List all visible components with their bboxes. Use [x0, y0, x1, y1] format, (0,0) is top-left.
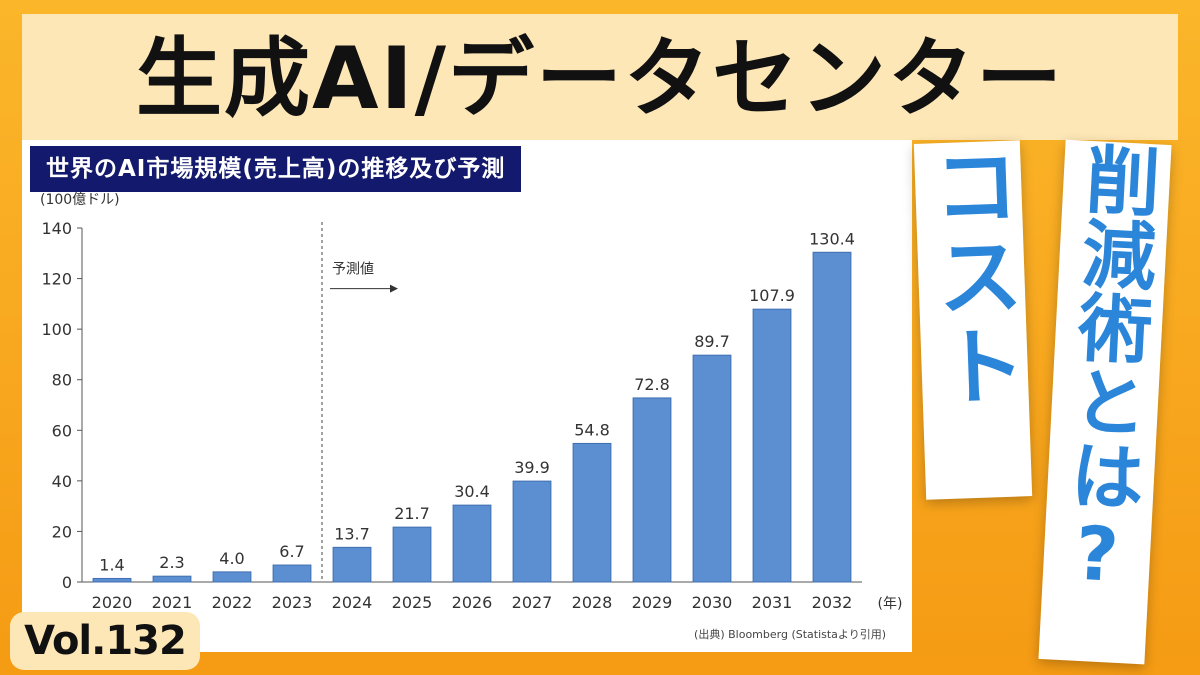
data-label-2029: 72.8: [634, 375, 670, 394]
data-label-2023: 6.7: [279, 542, 304, 561]
bar-2028: [572, 442, 612, 583]
x-tick-label: 2020: [92, 593, 133, 612]
bar-2025: [392, 526, 432, 583]
chart-panel: 0 20 40 60 80 100 120 140 (100億ドル) 予測値 1.4 2020 2.3 2…: [22, 140, 912, 652]
data-label-2030: 89.7: [694, 332, 730, 351]
y-tick-label: 100: [41, 320, 72, 339]
x-axis-unit-label: (年): [878, 596, 903, 612]
y-tick-label: 40: [52, 472, 72, 491]
y-tick-label: 80: [52, 371, 72, 390]
x-tick-label: 2022: [212, 593, 253, 612]
bar-2032: [812, 251, 852, 583]
y-tick-label: 20: [52, 522, 72, 541]
x-tick-label: 2027: [512, 593, 553, 612]
x-tick-label: 2031: [752, 593, 793, 612]
bar-2024: [332, 546, 372, 583]
x-tick-label: 2021: [152, 593, 193, 612]
bar-chart: 0 20 40 60 80 100 120 140 (100億ドル) 予測値 1.4 2020 2.3 2…: [40, 192, 903, 612]
forecast-annotation: 予測値: [332, 262, 374, 278]
data-label-2025: 21.7: [394, 504, 430, 523]
source-note: (出典) Bloomberg (Statistaより引用): [694, 628, 886, 641]
x-tick-label: 2028: [572, 593, 613, 612]
main-title: 生成AI/データセンター: [136, 29, 1064, 129]
x-tick-label: 2024: [332, 593, 373, 612]
bar-2030: [692, 354, 732, 583]
volume-label: Vol.132: [10, 612, 200, 670]
bar-2029: [632, 397, 672, 583]
x-tick-label: 2030: [692, 593, 733, 612]
data-label-2024: 13.7: [334, 524, 370, 543]
bar-2022: [212, 571, 252, 583]
title-band: 生成AI/データセンター: [22, 14, 1178, 140]
data-label-2031: 107.9: [749, 286, 795, 305]
bar-2027: [512, 480, 552, 583]
bar-2023: [272, 564, 312, 583]
y-axis-label: (100億ドル): [40, 192, 120, 208]
x-tick-label: 2023: [272, 593, 313, 612]
y-tick-label: 60: [52, 421, 72, 440]
bar-2020: [92, 577, 132, 583]
cost-banner: コスト: [913, 140, 1033, 500]
x-tick-label: 2032: [812, 593, 853, 612]
data-label-2021: 2.3: [159, 553, 184, 572]
data-label-2026: 30.4: [454, 482, 490, 501]
data-label-2032: 130.4: [809, 229, 855, 248]
y-tick-label: 0: [62, 573, 72, 592]
chart-title: 世界のAI市場規模(売上高)の推移及び予測: [30, 146, 522, 192]
bar-2026: [452, 504, 492, 583]
data-label-2022: 4.0: [219, 549, 244, 568]
x-tick-label: 2026: [452, 593, 493, 612]
data-label-2028: 54.8: [574, 420, 610, 439]
x-tick-label: 2025: [392, 593, 433, 612]
x-tick-label: 2029: [632, 593, 673, 612]
bar-2021: [152, 575, 192, 583]
data-label-2020: 1.4: [99, 555, 124, 574]
y-tick-label: 140: [41, 219, 72, 238]
data-label-2027: 39.9: [514, 458, 550, 477]
y-tick-label: 120: [41, 270, 72, 289]
bar-2031: [752, 308, 792, 583]
forecast-arrow-head: [390, 284, 398, 293]
